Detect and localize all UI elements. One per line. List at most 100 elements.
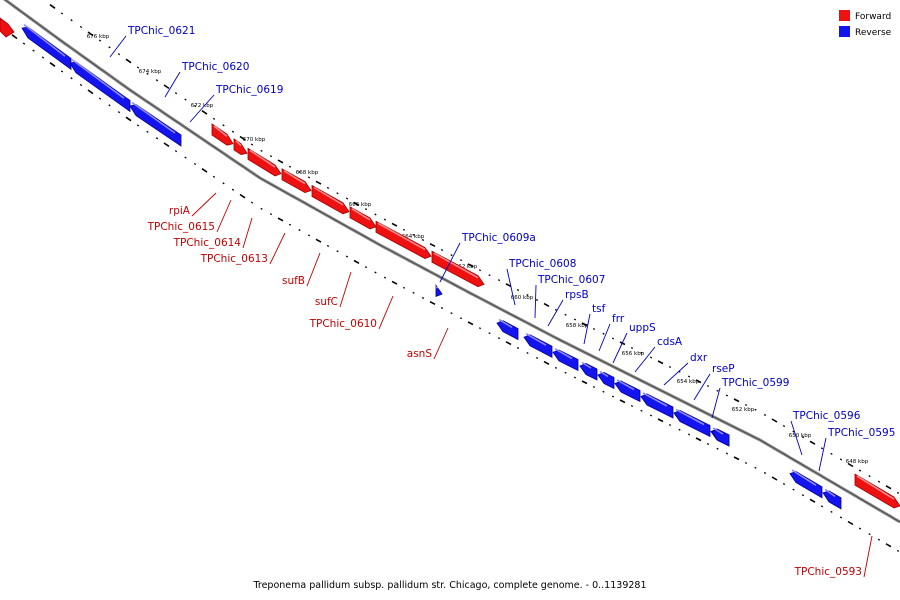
tick-mark-inner: [516, 347, 520, 350]
gene-label[interactable]: TPChic_0619: [215, 84, 283, 96]
tick-mark-inner: [374, 271, 377, 274]
tick-mark-inner: [383, 276, 387, 279]
tick-mark-inner: [201, 168, 208, 173]
gene-label[interactable]: TPChic_0614: [173, 237, 242, 249]
legend-forward-label: Forward: [855, 12, 891, 22]
gene-label[interactable]: frr: [612, 313, 625, 325]
gene-label[interactable]: TPChic_0620: [181, 61, 249, 73]
gene-label[interactable]: TPChic_0613: [200, 253, 268, 265]
gene-label[interactable]: TPChic_0609a: [461, 232, 536, 244]
gene-label[interactable]: TPChic_0596: [792, 410, 861, 422]
reverse-gene-arrow[interactable]: [614, 380, 641, 403]
tick-mark-outer: [573, 318, 577, 321]
gene-label[interactable]: TPChic_0593: [794, 566, 862, 578]
gene-highlight: [642, 392, 668, 407]
gene-label[interactable]: TPChic_0615: [147, 221, 215, 233]
gene-label[interactable]: TPChic_0607: [537, 274, 605, 286]
kbp-label: 662 kbp: [455, 264, 478, 270]
tick-mark-inner: [649, 414, 653, 417]
gene-label[interactable]: asnS: [407, 348, 433, 360]
gene-highlight: [71, 58, 125, 99]
tick-mark-outer: [326, 186, 330, 189]
tick-mark-inner: [488, 332, 491, 335]
tick-mark-outer: [725, 394, 729, 397]
tick-mark-inner: [212, 175, 216, 178]
gene-label[interactable]: TPChic_0608: [508, 258, 576, 270]
tick-mark-inner: [231, 188, 235, 191]
gene-highlight: [791, 469, 817, 486]
tick-mark-outer: [315, 180, 322, 185]
reverse-gene-arrow[interactable]: [640, 393, 674, 419]
tick-mark-inner: [288, 223, 292, 226]
tick-mark-outer: [706, 385, 710, 387]
reverse-gene-arrow[interactable]: [21, 26, 72, 71]
tick-mark-inner: [174, 150, 178, 153]
gene-label[interactable]: rpsB: [565, 289, 589, 301]
gene-label[interactable]: uppS: [629, 322, 656, 334]
gene-leader-line: [164, 71, 181, 98]
reverse-gene-arrow[interactable]: [789, 471, 823, 499]
tick-mark-inner: [801, 494, 805, 497]
tick-mark-inner: [678, 428, 681, 431]
forward-gene-arrow-partial[interactable]: [0, 17, 15, 38]
tick-mark-inner: [668, 424, 672, 426]
gene-highlight: [498, 318, 513, 329]
gene-label[interactable]: TPChic_0621: [127, 25, 195, 37]
gene-highlight: [313, 186, 344, 206]
gene-label[interactable]: rseP: [712, 363, 735, 375]
tick-mark-inner: [450, 312, 453, 315]
tick-mark-inner: [763, 471, 767, 474]
genes-layer: [0, 17, 900, 510]
gene-label[interactable]: TPChic_0595: [827, 427, 895, 439]
tick-mark-outer: [839, 458, 843, 461]
gene-leader-line: [711, 387, 721, 419]
tick-mark-inner: [184, 156, 187, 159]
tick-mark-inner: [239, 193, 246, 199]
tick-mark-outer: [146, 72, 149, 75]
tick-mark-inner: [877, 538, 881, 541]
tick-mark-outer: [467, 263, 474, 268]
reverse-gene-arrow[interactable]: [523, 334, 553, 358]
tick-mark-outer: [429, 242, 436, 248]
reverse-gene-arrow[interactable]: [673, 410, 711, 438]
tick-mark-outer: [402, 228, 406, 231]
kbp-labels-layer: 676 kbp 674 kbp 672 kbp 670 kbp 668 kbp 666 k…: [87, 34, 869, 465]
kbp-label: 672 kbp: [191, 103, 214, 109]
kbp-label: 658 kbp: [566, 323, 589, 329]
tick-mark-outer: [526, 294, 529, 296]
gene-label[interactable]: tsf: [592, 303, 606, 315]
gene-label[interactable]: dxr: [690, 352, 708, 364]
tick-mark-outer: [298, 171, 301, 174]
gene-leader-line: [378, 295, 394, 330]
reverse-gene-arrow[interactable]: [552, 349, 579, 372]
gene-label[interactable]: TPChic_0610: [309, 318, 377, 330]
gene-label[interactable]: TPChic_0599: [721, 377, 789, 389]
gene-highlight: [616, 379, 635, 391]
tick-mark-inner: [896, 549, 900, 552]
tick-mark-inner: [467, 321, 474, 326]
tick-mark-outer: [896, 491, 900, 494]
tick-mark-inner: [809, 498, 816, 503]
tick-mark-inner: [250, 201, 254, 204]
gene-label[interactable]: sufC: [315, 296, 338, 308]
tick-mark-outer: [716, 389, 719, 392]
tick-mark-inner: [32, 49, 35, 52]
gene-highlight: [283, 170, 306, 185]
tick-mark-outer: [239, 135, 246, 141]
gene-highlight: [554, 348, 573, 360]
tick-mark-outer: [260, 149, 263, 152]
gene-label[interactable]: sufB: [282, 275, 305, 287]
tick-mark-inner: [70, 77, 73, 80]
kbp-label: 674 kbp: [139, 69, 162, 75]
tick-mark-outer: [269, 155, 273, 158]
tick-mark-inner: [391, 280, 398, 285]
gene-label[interactable]: rpiA: [169, 205, 191, 217]
tick-mark-inner: [222, 182, 225, 185]
tick-mark-inner: [630, 405, 634, 407]
tick-mark-inner: [41, 56, 45, 59]
gene-leader-line: [191, 192, 217, 217]
gene-label[interactable]: cdsA: [657, 336, 683, 348]
gene-highlight: [824, 488, 836, 498]
reverse-gene-arrow[interactable]: [496, 320, 519, 341]
gene-leader-line: [863, 535, 873, 578]
